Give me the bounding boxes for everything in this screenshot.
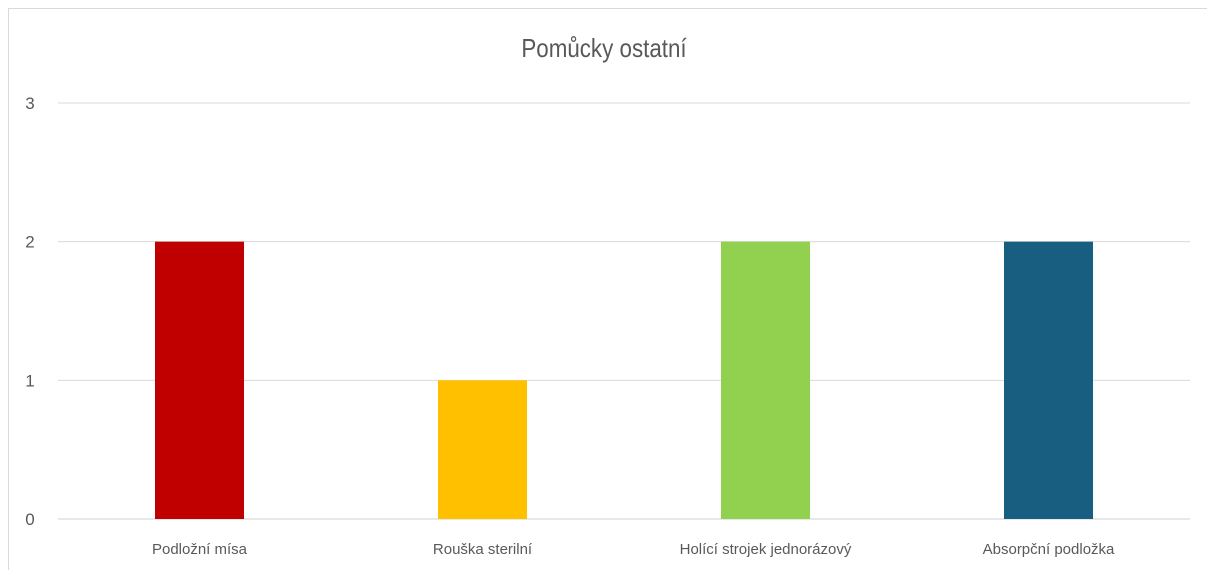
category-labels: Podložní mísa Rouška sterilní Holící stroj… — [152, 541, 1115, 558]
bar — [438, 380, 527, 519]
bars — [155, 241, 1093, 519]
y-tick-labels: 0 1 2 3 — [25, 94, 34, 529]
bar — [721, 241, 810, 519]
category-label: Podložní mísa — [152, 541, 248, 558]
y-tick-label: 1 — [25, 371, 34, 390]
gridlines — [58, 102, 1190, 520]
y-tick-label: 3 — [25, 94, 34, 113]
category-label: Absorpční podložka — [983, 541, 1115, 558]
y-tick-label: 0 — [25, 510, 34, 529]
bar — [155, 241, 244, 519]
category-label: Rouška sterilní — [433, 541, 533, 558]
bar — [1004, 241, 1093, 519]
category-label: Holící strojek jednorázový — [680, 541, 852, 558]
y-tick-label: 2 — [25, 233, 34, 252]
chart-title: Pomůcky ostatní — [521, 33, 687, 63]
